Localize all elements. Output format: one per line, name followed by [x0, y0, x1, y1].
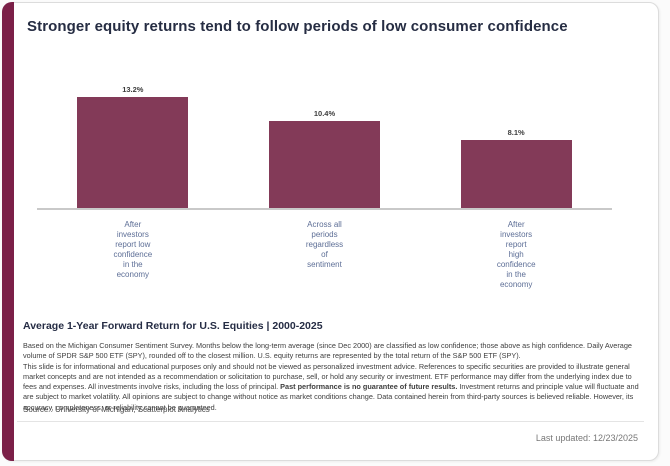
chart-plot-area: 13.2% 10.4% 8.1% — [37, 85, 612, 210]
x-axis-label-all-periods: Across all periods regardless of sentime… — [305, 220, 344, 269]
bar-value-label: 13.2% — [122, 85, 144, 94]
bar-group-all-periods: 10.4% — [229, 109, 421, 208]
slide-card: Stronger equity returns tend to follow p… — [2, 2, 659, 461]
bar-low-confidence — [77, 97, 189, 208]
bar-all-periods — [269, 121, 380, 208]
footer-divider — [17, 421, 644, 422]
page-title: Stronger equity returns tend to follow p… — [27, 18, 568, 35]
bar-high-confidence — [460, 140, 572, 208]
bar-value-label: 10.4% — [313, 109, 336, 118]
bar-group-high-confidence: 8.1% — [420, 128, 612, 208]
disclaimer-text: Based on the Michigan Consumer Sentiment… — [23, 341, 640, 413]
past-performance-warning: Past performance is no guarantee of futu… — [280, 382, 458, 392]
last-updated-label: Last updated: 12/23/2025 — [535, 433, 638, 443]
bar-chart: 13.2% 10.4% 8.1% After investors report … — [37, 85, 612, 290]
bar-group-low-confidence: 13.2% — [37, 85, 229, 208]
left-accent-bar — [2, 2, 14, 461]
x-axis-label-low-confidence: After investors report low confidence in… — [113, 220, 153, 279]
source-attribution: Source : University of Michigan, Scatter… — [23, 405, 210, 414]
bar-value-label: 8.1% — [507, 128, 525, 137]
x-axis-labels: After investors report low confidence in… — [37, 220, 612, 290]
x-axis-label-high-confidence: After investors report high confidence i… — [496, 220, 536, 289]
legal-disclaimer: This slide is for informational and educ… — [23, 361, 639, 412]
methodology-note: Based on the Michigan Consumer Sentiment… — [23, 341, 632, 361]
chart-caption: Average 1-Year Forward Return for U.S. E… — [23, 320, 323, 332]
